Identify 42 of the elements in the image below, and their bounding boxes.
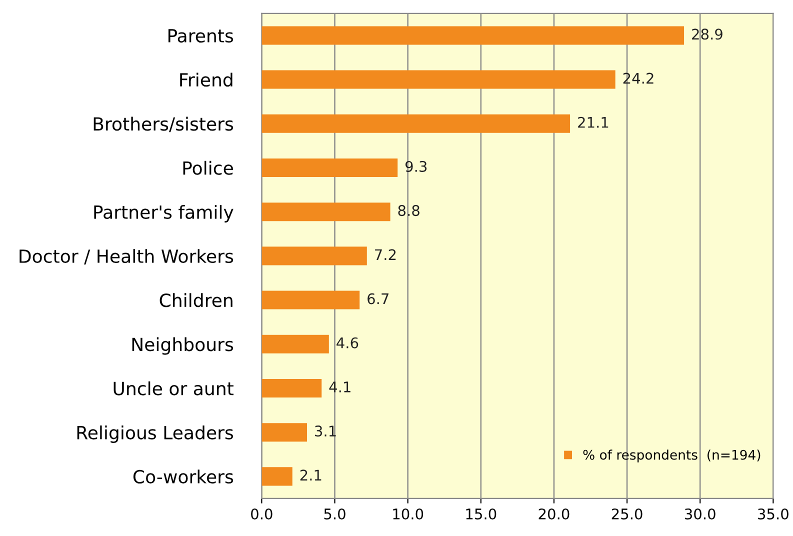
y-tick-label: Parents xyxy=(168,29,234,43)
legend-label: % of respondents (n=194) xyxy=(583,450,760,462)
y-tick-label: Co-workers xyxy=(133,470,234,484)
x-tick-label: 5.0 xyxy=(324,508,346,520)
y-tick-label: Uncle or aunt xyxy=(114,381,234,396)
y-tick-label: Children xyxy=(160,293,232,308)
data-label: 6.7 xyxy=(368,293,388,304)
bar xyxy=(262,114,570,133)
data-label: 28.9 xyxy=(692,28,722,40)
x-tick-label: 20.0 xyxy=(538,508,570,520)
bar xyxy=(262,423,307,442)
bar xyxy=(262,378,322,398)
y-tick-label: Doctor / Health Workers xyxy=(20,249,234,264)
y-tick-label: Brothers/sisters xyxy=(94,116,234,132)
y-tick-label: Police xyxy=(183,160,233,175)
bar xyxy=(262,290,360,310)
y-tick-label: Religious Leaders xyxy=(77,425,234,443)
bar xyxy=(262,70,616,89)
bar xyxy=(262,334,329,354)
data-label: 7.2 xyxy=(375,249,396,260)
y-tick-label: Neighbours xyxy=(132,337,234,355)
data-label: 24.2 xyxy=(623,72,654,84)
y-tick-label: Partner's family xyxy=(94,204,234,222)
data-label: 2.1 xyxy=(300,470,322,480)
bar xyxy=(262,158,398,178)
data-label: 9.3 xyxy=(405,160,427,172)
x-tick-label: 35.0 xyxy=(758,508,788,520)
data-label: 3.1 xyxy=(315,426,336,437)
x-tick-label: 15.0 xyxy=(466,508,496,520)
data-label: 4.6 xyxy=(336,337,358,348)
x-tick-label: 10.0 xyxy=(393,508,424,520)
data-label: 8.8 xyxy=(398,205,420,216)
bar xyxy=(262,202,390,222)
y-tick-label: Friend xyxy=(180,72,232,87)
data-label: 4.1 xyxy=(329,382,350,392)
bar xyxy=(262,246,367,266)
x-tick-label: 25.0 xyxy=(612,508,642,520)
bar xyxy=(262,467,292,486)
bar xyxy=(262,26,684,45)
data-label: 21.1 xyxy=(578,116,608,128)
x-tick-label: 0.0 xyxy=(251,508,272,520)
x-tick-label: 30.0 xyxy=(684,508,716,520)
